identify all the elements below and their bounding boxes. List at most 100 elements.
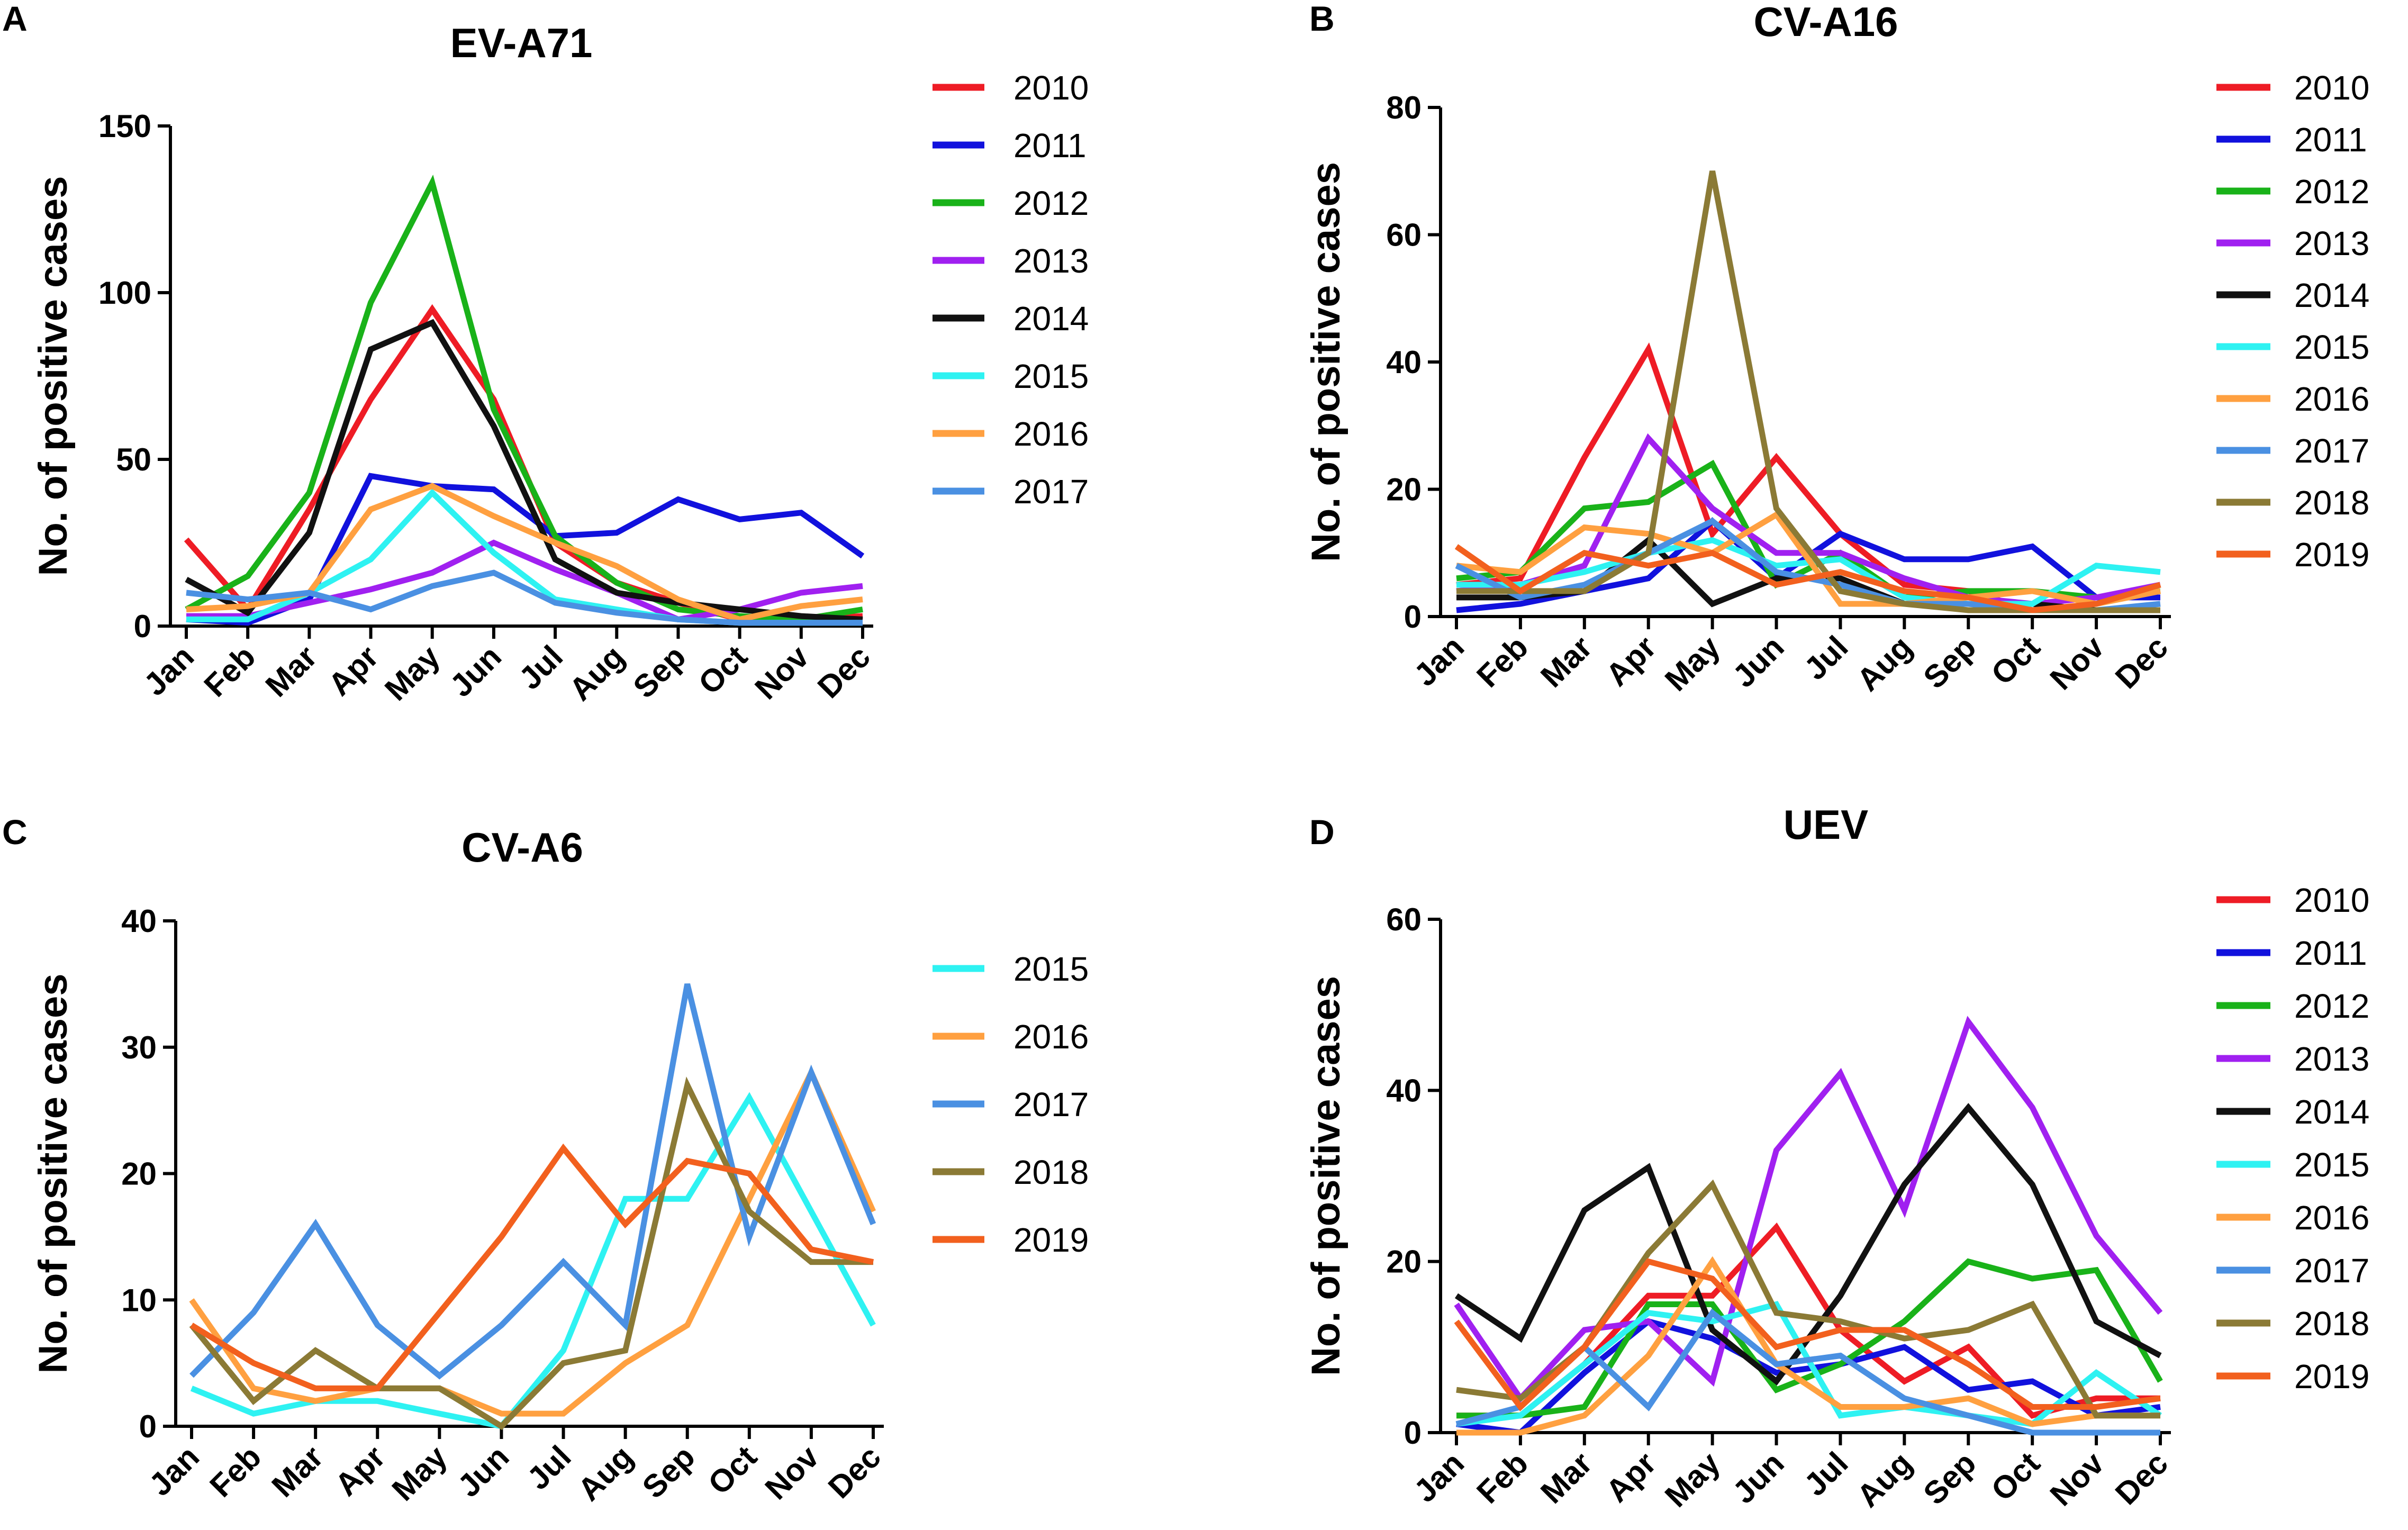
panel-c-legend-label-2015: 2015 [1013,950,1089,988]
panel-b-legend-label-2015: 2015 [2294,328,2369,366]
panel-b-letter: B [1309,0,1335,38]
panel-b-legend-label-2012: 2012 [2294,173,2369,211]
panel-b-ylabel: No. of positive cases [1303,162,1348,562]
panel-b-xtick-label: Dec [2108,629,2175,695]
panel-a-ytick-label: 100 [98,275,151,311]
panel-a-series-line-2017 [186,569,863,626]
panel-a-xtick-label: Jun [443,639,508,704]
panel-d-legend-label-2011: 2011 [2294,934,2367,972]
panel-b-legend-label-2018: 2018 [2294,484,2369,522]
panel-b-series-line-2019 [1454,544,2161,613]
panel-b-legend-label-2014: 2014 [2294,276,2369,314]
panel-b-xtick-label: Aug [1850,629,1919,698]
panel-c-xtick-label: Nov [758,1438,826,1506]
panel-d-xtick-label: Feb [1470,1445,1535,1510]
panel-a-ytick-label: 0 [134,609,151,644]
panel-a-title: EV-A71 [450,20,593,66]
panel-d-legend-label-2017: 2017 [2294,1252,2369,1290]
panel-c-legend-label-2018: 2018 [1013,1153,1089,1191]
panel-d-legend-label-2012: 2012 [2294,987,2369,1025]
panel-c-xtick-label: Aug [571,1439,640,1508]
panel-d-ylabel: No. of positive cases [1303,976,1348,1376]
panel-d-xtick-label: Jul [1797,1445,1855,1503]
panel-a-xtick-label: May [378,638,447,707]
panel-c-title: CV-A6 [461,824,583,871]
panel-a-xtick-label: Aug [563,639,631,708]
panel-d-series-line-2012 [1456,1258,2163,1419]
panel-a-legend-label-2010: 2010 [1013,69,1089,107]
panel-d-ytick-label: 0 [1404,1415,1422,1451]
panel-a-xtick-label: Sep [626,639,692,705]
panel-b-legend-label-2011: 2011 [2294,121,2367,159]
panel-b-legend-label-2010: 2010 [2294,69,2369,107]
panel-b-xtick-label: Mar [1534,629,1599,694]
panel-c-legend-label-2017: 2017 [1013,1085,1089,1124]
panel-c-ylabel: No. of positive cases [31,973,76,1373]
panel-a-series-line-2014 [185,319,863,622]
panel-d-xtick-label: Aug [1850,1445,1919,1514]
panel-d-ytick-label: 40 [1386,1073,1422,1108]
panel-c-xtick-label: Jul [520,1439,578,1497]
panel-a-xtick-label: Feb [197,639,262,704]
panel-d-series-line-2011 [1456,1318,2161,1436]
panel-a-legend-label-2015: 2015 [1013,357,1089,395]
panel-d-xtick-label: Dec [2108,1445,2175,1511]
panel-b-title: CV-A16 [1753,0,1898,45]
panel-a-legend-label-2013: 2013 [1013,242,1089,280]
panel-b-ytick-label: 40 [1386,345,1422,380]
panel-a-legend-label-2016: 2016 [1013,415,1089,453]
panel-b-xtick-label: Nov [2043,629,2111,696]
panel-d-legend-label-2014: 2014 [2294,1093,2369,1131]
panel-a-xtick-label: Apr [321,639,385,702]
panel-b-xtick-label: Jan [1407,629,1471,693]
panel-c-xtick-label: Sep [636,1439,702,1505]
panel-d-legend-label-2013: 2013 [2294,1040,2369,1078]
panel-c-xtick-label: May [385,1438,454,1507]
panel-a-ytick-label: 50 [116,442,151,477]
panel-a-letter: A [2,0,28,38]
panel-c-ytick-label: 0 [139,1409,157,1444]
panel-b-xtick-label: Jul [1797,629,1855,687]
panel-d-xtick-label: Apr [1599,1445,1662,1509]
panel-d-legend-label-2010: 2010 [2294,881,2369,919]
panel-b-xtick-label: Jun [1726,629,1791,694]
panel-d-ytick-label: 60 [1386,902,1422,937]
panel-c-legend-label-2019: 2019 [1013,1221,1089,1259]
panel-c-xtick-label: Jun [451,1439,516,1504]
panel-c-xtick-label: Jan [142,1439,206,1502]
panel-a-ylabel: No. of positive cases [31,176,76,576]
panel-d-series-line-2019 [1454,1258,2161,1411]
panel-d-xtick-label: Jan [1407,1445,1471,1509]
panel-c-ytick-label: 40 [121,903,157,939]
panel-d-series-line-2013 [1454,1016,2163,1404]
panel-a-xtick-label: Mar [259,639,324,704]
panel-a-xtick-label: Oct [692,639,754,701]
panel-d-title: UEV [1784,801,1868,848]
panel-b-ytick-label: 0 [1404,599,1422,635]
panel-c-series-line-2019 [190,1143,874,1391]
panel-c-series-line-2016 [189,1065,876,1417]
panel-d-xtick-label: Mar [1534,1445,1599,1510]
panel-d-xtick-label: Oct [1984,1445,2047,1508]
panel-d-legend-label-2019: 2019 [2294,1357,2369,1396]
panel-a-xtick-label: Jul [512,639,570,696]
panel-a-ytick-label: 150 [98,108,151,144]
panel-d-legend-label-2016: 2016 [2294,1199,2369,1237]
panel-b-ytick-label: 80 [1386,90,1422,125]
panel-c-ytick-label: 30 [121,1030,157,1065]
panel-b-legend-label-2019: 2019 [2294,536,2369,574]
panel-b-legend-label-2016: 2016 [2294,380,2369,418]
panel-d-xtick-label: Jun [1726,1445,1791,1510]
panel-d-series-line-2017 [1455,1308,2160,1436]
panel-d-series-line-2016 [1456,1256,2160,1436]
panel-d-legend-label-2015: 2015 [2294,1146,2369,1184]
panel-a-xtick-label: Dec [811,639,877,705]
panel-a-xtick-label: Nov [748,638,816,706]
panel-b-ytick-label: 20 [1386,472,1422,508]
panel-d-xtick-label: May [1658,1445,1727,1514]
